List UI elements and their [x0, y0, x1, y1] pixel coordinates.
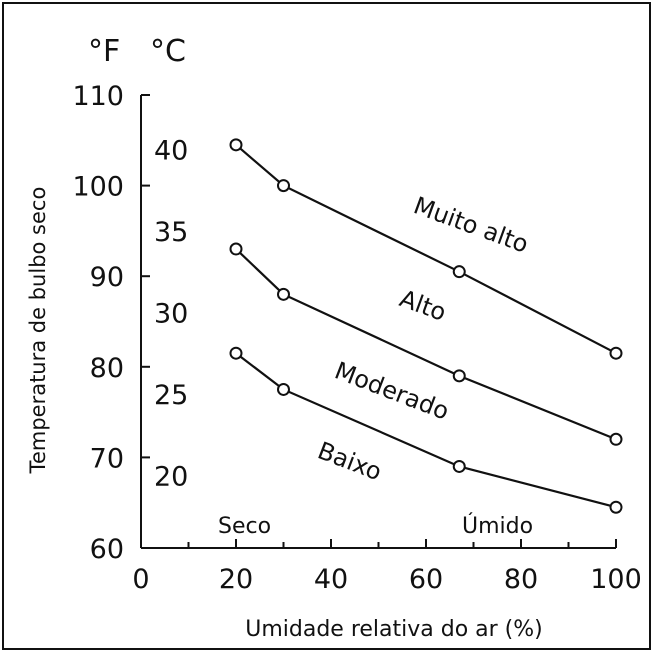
data-point — [452, 265, 466, 279]
humid-annotation: Úmido — [462, 513, 533, 539]
series-label-baixo: Baixo — [314, 436, 386, 486]
data-point — [452, 459, 466, 473]
y-c-tick-label: 40 — [154, 135, 188, 166]
data-point — [229, 242, 243, 256]
axis-ticks: 0 20 40 60 80 100 60 70 80 90 100 110 20 25 30 35 40 — [72, 81, 641, 595]
series-label-alto: Alto — [396, 284, 450, 326]
unit-c-label: °C — [150, 34, 186, 69]
y-f-tick-label: 70 — [90, 443, 124, 474]
x-axis-label: Umidade relativa do ar (%) — [245, 617, 543, 642]
unit-f-label: °F — [88, 34, 120, 69]
data-point — [277, 287, 290, 301]
data-point — [229, 346, 243, 360]
y-f-tick-label: 90 — [90, 262, 124, 293]
series-label-moderado: Moderado — [331, 356, 453, 425]
series-line — [235, 248, 617, 441]
series-line — [235, 352, 617, 509]
y-c-tick-label: 25 — [154, 380, 188, 411]
x-tick-label: 80 — [504, 564, 538, 595]
y-c-tick-label: 35 — [154, 217, 188, 248]
x-tick-label: 0 — [132, 564, 149, 595]
x-tick-label: 40 — [314, 564, 348, 595]
series-line — [235, 143, 617, 355]
y-f-tick-label: 100 — [72, 172, 124, 203]
data-point — [229, 138, 243, 152]
x-tick-label: 60 — [409, 564, 443, 595]
data-point — [277, 179, 290, 193]
data-point — [609, 500, 623, 514]
y-f-tick-label: 110 — [72, 81, 124, 112]
data-point — [452, 369, 466, 383]
data-point — [609, 346, 623, 360]
x-tick-label: 100 — [590, 564, 642, 595]
series-label-muito-alto: Muito alto — [410, 191, 532, 258]
dry-annotation: Seco — [218, 514, 271, 539]
y-c-tick-label: 30 — [154, 298, 188, 329]
data-point — [277, 382, 290, 396]
y-f-tick-label: 60 — [90, 534, 124, 565]
y-c-tick-label: 20 — [154, 462, 188, 493]
y-f-tick-label: 80 — [90, 353, 124, 384]
y-axis-label: Temperatura de bulbo seco — [26, 187, 50, 475]
x-tick-label: 20 — [219, 564, 253, 595]
data-point — [609, 432, 623, 446]
chart-marks — [229, 138, 623, 514]
